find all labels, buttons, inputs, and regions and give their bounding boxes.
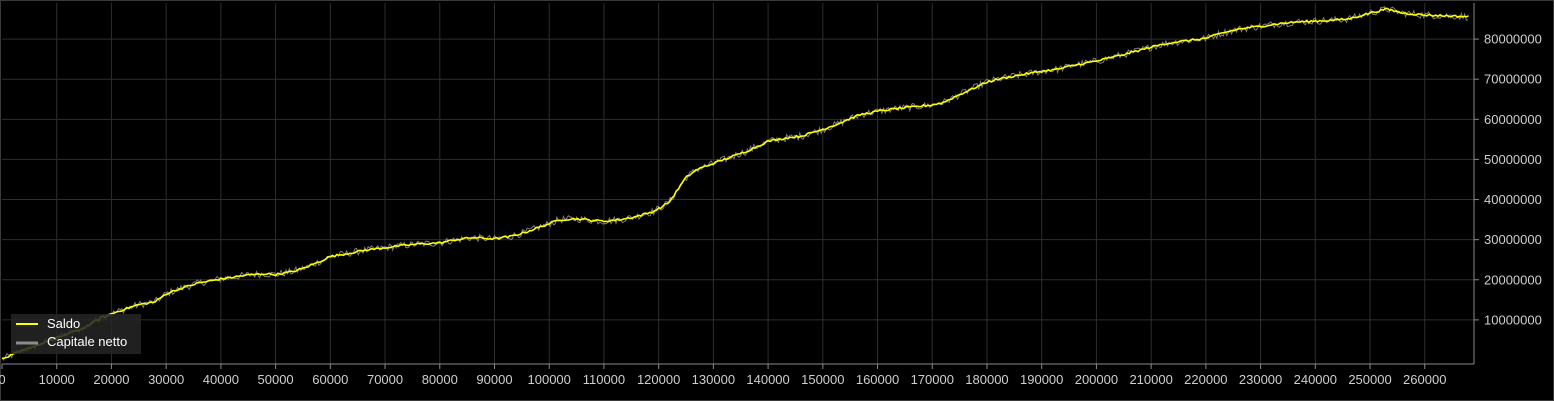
x-tick-label: 100000 bbox=[528, 372, 571, 387]
x-tick-label: 40000 bbox=[203, 372, 239, 387]
x-tick-label: 110000 bbox=[583, 372, 625, 387]
y-tick-label: 70000000 bbox=[1484, 72, 1542, 87]
x-tick-label: 220000 bbox=[1184, 372, 1227, 387]
x-tick-label: 250000 bbox=[1348, 372, 1391, 387]
legend-box bbox=[11, 314, 141, 354]
y-tick-label: 80000000 bbox=[1484, 32, 1542, 47]
x-tick-label: 70000 bbox=[367, 372, 403, 387]
x-tick-label: 20000 bbox=[93, 372, 129, 387]
series-layer bbox=[1, 5, 1469, 361]
y-tick-label: 10000000 bbox=[1484, 312, 1542, 327]
x-tick-label: 30000 bbox=[148, 372, 184, 387]
x-tick-label: 230000 bbox=[1239, 372, 1282, 387]
y-tick-label: 50000000 bbox=[1484, 152, 1542, 167]
y-tick-label: 20000000 bbox=[1484, 272, 1542, 287]
x-tick-label: 190000 bbox=[1020, 372, 1063, 387]
x-tick-label: 90000 bbox=[476, 372, 512, 387]
x-tick-label: 200000 bbox=[1075, 372, 1118, 387]
x-tick-label: 10000 bbox=[39, 372, 75, 387]
x-tick-label: 130000 bbox=[692, 372, 735, 387]
x-tick-label: 60000 bbox=[312, 372, 348, 387]
x-tick-label: 140000 bbox=[746, 372, 789, 387]
x-tick-label: 260000 bbox=[1403, 372, 1446, 387]
grid-lines bbox=[2, 3, 1474, 364]
x-tick-label: 80000 bbox=[422, 372, 458, 387]
y-tick-label: 40000000 bbox=[1484, 192, 1542, 207]
y-axis-ticks: 10000000 20000000 30000000 40000000 50000000… bbox=[1484, 32, 1542, 328]
y-tick-label: 30000000 bbox=[1484, 232, 1542, 247]
x-tick-label: 180000 bbox=[965, 372, 1008, 387]
legend: Saldo Capitale netto bbox=[11, 314, 141, 354]
x-tick-label: 150000 bbox=[801, 372, 844, 387]
x-axis-ticks: 0 10000 20000 30000 40000 50000 60000 70000 8000… bbox=[0, 372, 1446, 387]
x-tick-label: 240000 bbox=[1294, 372, 1337, 387]
x-tick-label: 170000 bbox=[911, 372, 954, 387]
x-tick-label: 50000 bbox=[258, 372, 294, 387]
legend-label-capitale-netto: Capitale netto bbox=[47, 334, 127, 349]
x-tick-label: 210000 bbox=[1129, 372, 1172, 387]
legend-label-saldo: Saldo bbox=[47, 316, 80, 331]
series-line-saldo bbox=[1, 7, 1469, 360]
x-tick-label: 120000 bbox=[637, 372, 680, 387]
x-tick-label: 0 bbox=[0, 372, 6, 387]
y-tick-label: 60000000 bbox=[1484, 112, 1542, 127]
x-tick-label: 160000 bbox=[856, 372, 899, 387]
